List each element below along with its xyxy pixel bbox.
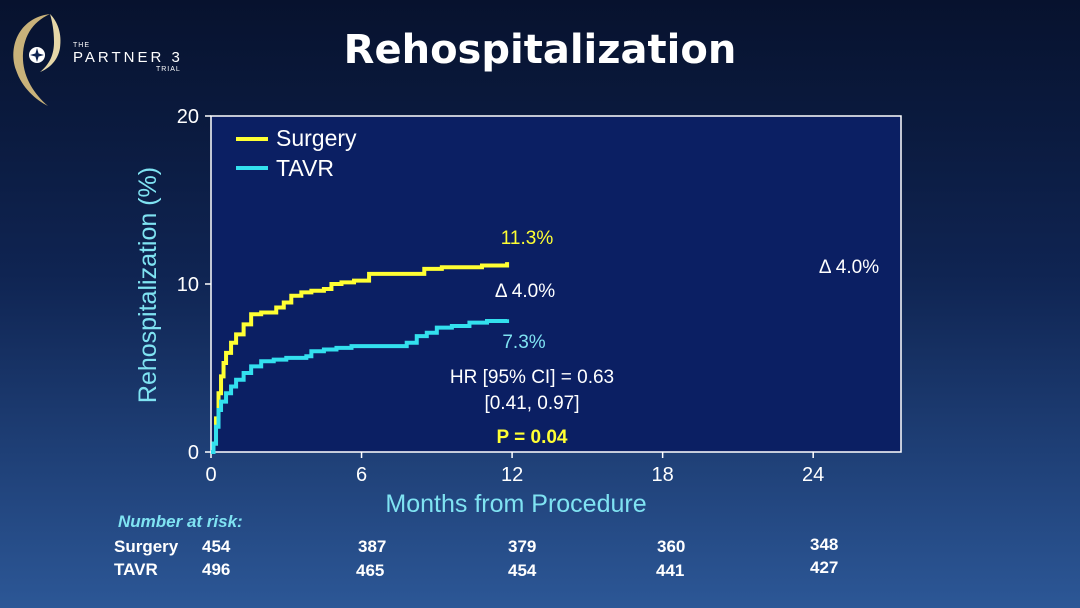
p-value-text: P = 0.04 — [497, 427, 568, 448]
x-axis-label: Months from Procedure — [385, 490, 646, 518]
risk-cell: 441 — [656, 561, 685, 580]
series-lines — [211, 262, 510, 454]
x-tick-label: 18 — [652, 464, 674, 486]
x-tick-label: 0 — [205, 464, 216, 486]
partner3-logo: THE PARTNER 3 TRIAL — [6, 8, 216, 108]
hazard-ratio-text: HR [95% CI] = 0.63 — [450, 367, 614, 388]
x-axis: 0 6 12 18 24 — [205, 452, 824, 486]
legend-label-tavr: TAVR — [276, 155, 334, 181]
logo-name: PARTNER 3 — [73, 49, 183, 66]
risk-cell: 360 — [657, 537, 686, 556]
series-line-tavr — [211, 318, 510, 454]
logo-wordmark: THE PARTNER 3 TRIAL — [73, 42, 183, 74]
series-line-surgery — [211, 262, 510, 454]
delta-label-right: Δ 4.0% — [819, 257, 879, 278]
crescent-logo-icon — [13, 14, 61, 106]
risk-cell: 427 — [810, 558, 839, 577]
x-tick-label: 24 — [802, 464, 824, 486]
page-title: Rehospitalization — [343, 27, 737, 73]
logo-the: THE — [73, 42, 90, 49]
y-tick-label: 0 — [188, 442, 199, 464]
risk-cell: 348 — [810, 535, 839, 554]
risk-cell: 454 — [202, 537, 231, 556]
legend-label-surgery: Surgery — [276, 125, 357, 151]
y-axis: 0 10 20 — [177, 106, 211, 464]
y-axis-label: Rehospitalization (%) — [134, 167, 162, 403]
number-at-risk-title: Number at risk: — [118, 512, 243, 531]
legend: Surgery TAVR — [236, 125, 357, 181]
y-tick-label: 20 — [177, 106, 199, 128]
risk-row-label: Surgery — [114, 537, 179, 556]
x-tick-label: 12 — [501, 464, 523, 486]
risk-row-label: TAVR — [114, 560, 158, 579]
y-tick-label: 10 — [177, 274, 199, 296]
logo-trial: TRIAL — [155, 66, 181, 73]
risk-cell: 379 — [508, 537, 537, 556]
risk-cell: 465 — [356, 561, 385, 580]
delta-label: Δ 4.0% — [495, 281, 555, 302]
plot-area — [210, 115, 902, 453]
x-tick-label: 6 — [356, 464, 367, 486]
confidence-interval-text: [0.41, 0.97] — [484, 393, 579, 414]
surgery-end-label: 11.3% — [501, 228, 554, 249]
risk-cell: 387 — [358, 537, 387, 556]
risk-cell: 454 — [508, 561, 537, 580]
tavr-end-label: 7.3% — [502, 332, 545, 353]
risk-cell: 496 — [202, 560, 231, 579]
